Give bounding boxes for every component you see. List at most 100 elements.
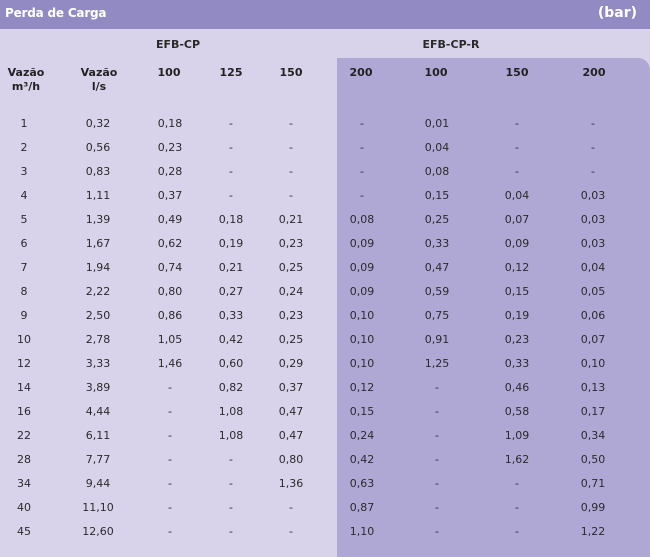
cell-efb-cp-125: 1,08 [218,405,244,418]
cell-efb-cp-r-100: 0,59 [424,285,450,298]
cell-efb-cp-100: - [168,477,172,490]
cell-efb-cp-200: 0,15 [349,405,375,418]
cell-efb-cp-100: 0,62 [157,237,183,250]
cell-efb-cp-150: 0,29 [278,357,304,370]
cell-efb-cp-200: 0,08 [349,213,375,226]
cell-efb-cp-r-100: 0,33 [424,237,450,250]
cell-efb-cp-125: 0,33 [218,309,244,322]
cell-efb-cp-100: 0,37 [157,189,183,202]
cell-efb-cp-200: 1,10 [349,525,375,538]
cell-vazao-m3h: 34 [17,477,31,490]
cell-efb-cp-r-100: - [435,405,439,418]
cell-efb-cp-125: - [229,189,233,202]
cell-vazao-m3h: 9 [20,309,28,322]
cell-efb-cp-150: 0,21 [278,213,304,226]
col-header-efb-cp-100: 100 [157,66,181,79]
col-header-vazao-m3h-line1: Vazão [7,66,45,79]
cell-vazao-m3h: 7 [20,261,28,274]
cell-efb-cp-100: 0,86 [157,309,183,322]
col-header-vazao-m3h: Vazão m³/h [8,66,45,94]
cell-efb-cp-r-200: 0,03 [580,189,606,202]
cell-efb-cp-150: - [289,525,293,538]
cell-vazao-ls: 1,94 [85,261,111,274]
cell-vazao-m3h: 4 [20,189,28,202]
cell-efb-cp-r-100: 0,25 [424,213,450,226]
cell-vazao-m3h: 22 [17,429,31,442]
cell-efb-cp-r-100: 0,08 [424,165,450,178]
cell-efb-cp-r-200: 0,04 [580,261,606,274]
cell-efb-cp-r-200: - [591,141,595,154]
col-header-efb-cp-r-100: 100 [424,66,448,79]
cell-vazao-ls: 11,10 [82,501,114,514]
cell-efb-cp-100: 0,49 [157,213,183,226]
cell-vazao-ls: 12,60 [82,525,114,538]
cell-efb-cp-125: - [229,141,233,154]
col-header-vazao-m3h-line2: m³/h [11,80,41,93]
cell-vazao-ls: 7,77 [85,453,111,466]
cell-efb-cp-r-200: 1,22 [580,525,606,538]
cell-efb-cp-r-200: 0,03 [580,237,606,250]
cell-efb-cp-200: 0,63 [349,477,375,490]
cell-efb-cp-125: - [229,453,233,466]
cell-efb-cp-200: 0,10 [349,357,375,370]
cell-vazao-m3h: 5 [20,213,28,226]
cell-efb-cp-r-150: 0,12 [504,261,530,274]
cell-efb-cp-r-200: 0,34 [580,429,606,442]
cell-efb-cp-200: - [360,141,364,154]
table-title: Perda de Carga [5,6,107,20]
cell-efb-cp-r-200: 0,99 [580,501,606,514]
cell-efb-cp-r-200: 0,17 [580,405,606,418]
cell-vazao-ls: 0,32 [85,117,111,130]
cell-efb-cp-r-150: 0,04 [504,189,530,202]
cell-vazao-m3h: 45 [17,525,31,538]
col-header-vazao-ls: Vazão l/s [81,66,118,94]
cell-efb-cp-100: - [168,405,172,418]
cell-efb-cp-r-150: 0,33 [504,357,530,370]
cell-efb-cp-200: - [360,189,364,202]
group-header-efb-cp: EFB-CP [155,38,201,51]
cell-efb-cp-r-150: - [515,477,519,490]
cell-efb-cp-r-150: 0,23 [504,333,530,346]
cell-efb-cp-150: 0,47 [278,405,304,418]
cell-efb-cp-r-150: - [515,525,519,538]
title-bar: Perda de Carga (bar) [0,0,650,29]
cell-efb-cp-r-100: 0,91 [424,333,450,346]
cell-efb-cp-100: - [168,453,172,466]
cell-vazao-m3h: 1 [20,117,28,130]
cell-efb-cp-100: - [168,381,172,394]
cell-efb-cp-r-150: - [515,165,519,178]
cell-efb-cp-125: 0,19 [218,237,244,250]
cell-efb-cp-r-150: 0,09 [504,237,530,250]
cell-efb-cp-200: 0,42 [349,453,375,466]
unit-label: (bar) [597,5,637,21]
cell-efb-cp-125: 0,27 [218,285,244,298]
cell-vazao-ls: 3,33 [85,357,111,370]
cell-efb-cp-150: 1,36 [278,477,304,490]
cell-vazao-m3h: 10 [17,333,31,346]
cell-vazao-ls: 9,44 [85,477,111,490]
cell-efb-cp-150: - [289,165,293,178]
cell-vazao-m3h: 12 [17,357,31,370]
cell-efb-cp-200: 0,09 [349,237,375,250]
cell-efb-cp-r-200: 0,13 [580,381,606,394]
cell-efb-cp-200: - [360,117,364,130]
cell-efb-cp-200: 0,10 [349,309,375,322]
cell-efb-cp-100: 0,74 [157,261,183,274]
cell-efb-cp-100: - [168,429,172,442]
cell-efb-cp-r-100: 0,15 [424,189,450,202]
cell-vazao-ls: 2,22 [85,285,111,298]
cell-efb-cp-r-150: - [515,117,519,130]
cell-vazao-ls: 4,44 [85,405,111,418]
cell-vazao-m3h: 8 [20,285,28,298]
cell-efb-cp-125: - [229,165,233,178]
col-header-efb-cp-r-150: 150 [505,66,529,79]
cell-efb-cp-100: 0,23 [157,141,183,154]
cell-vazao-ls: 0,56 [85,141,111,154]
cell-efb-cp-125: 0,60 [218,357,244,370]
cell-efb-cp-150: 0,37 [278,381,304,394]
cell-efb-cp-150: 0,80 [278,453,304,466]
cell-efb-cp-150: 0,24 [278,285,304,298]
cell-vazao-ls: 3,89 [85,381,111,394]
cell-efb-cp-125: - [229,501,233,514]
cell-efb-cp-r-200: 0,07 [580,333,606,346]
